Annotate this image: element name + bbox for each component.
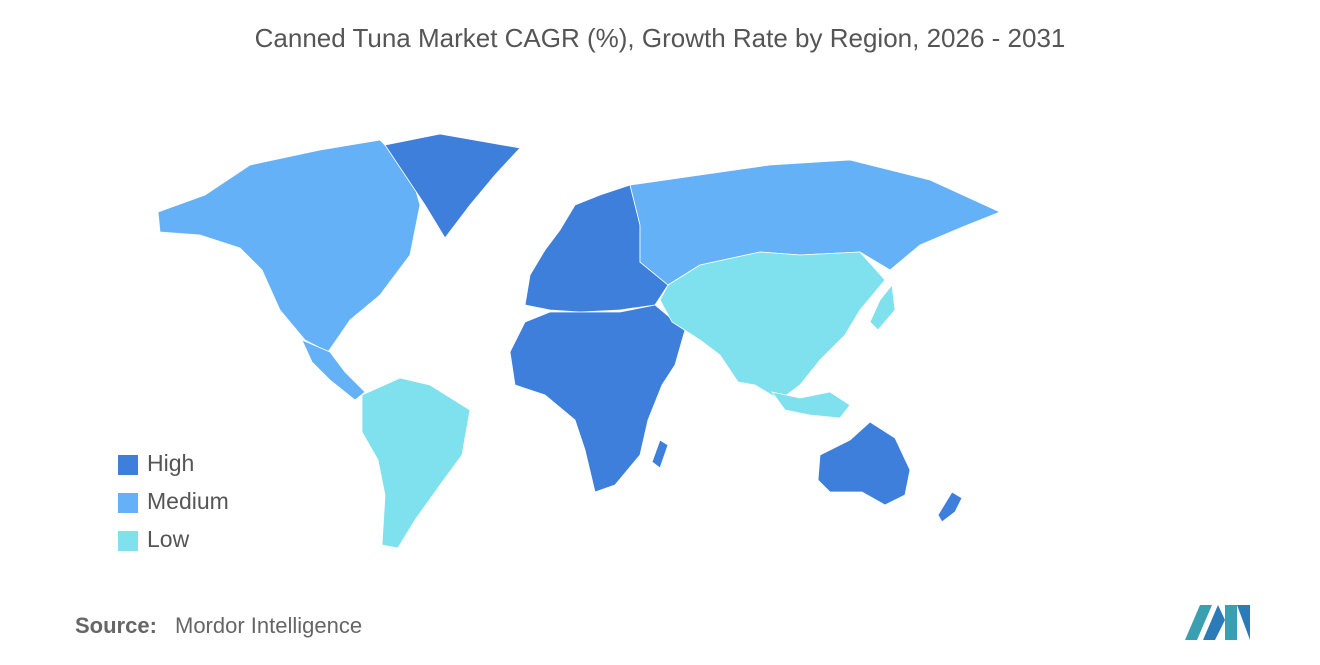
- legend-label: Low: [147, 526, 190, 552]
- southeast-asia: [771, 391, 851, 419]
- new-zealand: [937, 491, 963, 523]
- logo: [1185, 605, 1250, 640]
- title: Canned Tuna Market CAGR (%), Growth Rate…: [255, 23, 1066, 53]
- legend-swatch: [118, 455, 138, 475]
- legend-label: High: [147, 450, 194, 476]
- asia: [659, 251, 886, 401]
- legend-label: Medium: [147, 488, 229, 514]
- central-america: [301, 339, 366, 401]
- africa-middle-east: [509, 304, 686, 493]
- source-label: Source:: [75, 613, 157, 638]
- japan: [869, 284, 896, 331]
- australia: [817, 421, 911, 506]
- world-map: [157, 133, 1002, 549]
- north-america: [157, 139, 421, 353]
- south-america: [361, 377, 471, 549]
- legend-swatch: [118, 531, 138, 551]
- source-text: Mordor Intelligence: [175, 613, 362, 638]
- legend: High Medium Low: [118, 450, 229, 552]
- russia: [629, 159, 1002, 286]
- greenland: [384, 133, 521, 239]
- madagascar: [651, 439, 669, 469]
- legend-swatch: [118, 493, 138, 513]
